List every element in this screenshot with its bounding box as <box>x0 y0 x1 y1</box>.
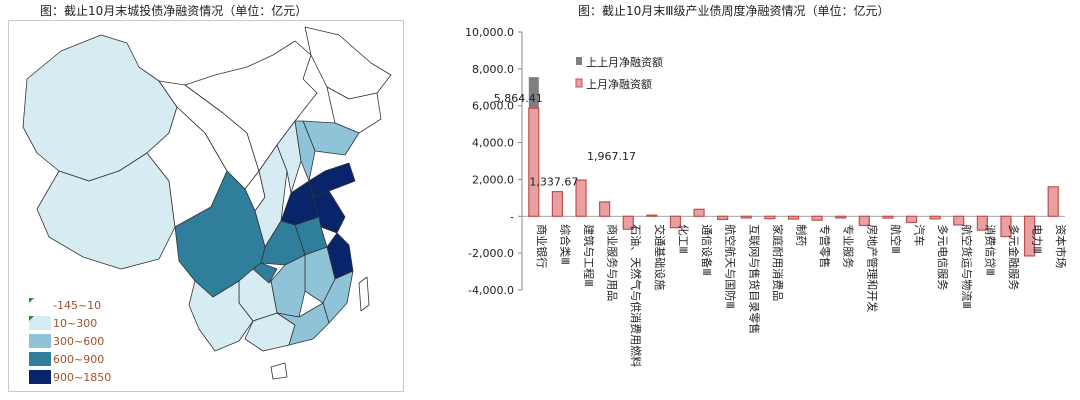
bar-series-1 <box>882 215 894 219</box>
bar-series-1 <box>764 215 776 220</box>
region-hainan <box>270 362 288 380</box>
bar-series-1 <box>575 179 587 217</box>
region-heilongjiang <box>304 26 392 100</box>
y-tick-label: 2,000.0 <box>472 173 514 186</box>
category-label: 交通基础设施 <box>653 224 667 290</box>
category-label: 专营零售 <box>818 224 832 268</box>
bar-series-1 <box>717 215 729 221</box>
category-label: 航空Ⅲ <box>889 224 903 254</box>
category-label: 房地产管理和开发 <box>865 224 879 312</box>
legend-swatch <box>29 316 51 330</box>
y-tick-label: - <box>510 210 514 223</box>
legend-swatch <box>29 334 51 348</box>
map-panel: -145~10 10~300 300~600 600~900 900~1850 <box>8 20 404 392</box>
bar-series-1 <box>646 214 658 217</box>
y-tick-label: 4,000.0 <box>472 137 514 150</box>
chart-title: 图：截止10月末Ⅲ级产业债周度净融资情况（单位：亿元） <box>578 4 890 18</box>
category-label: 通信设备Ⅲ <box>700 224 714 276</box>
bar-series-1 <box>1000 215 1012 238</box>
legend-swatch-series-0 <box>576 57 582 65</box>
legend-label: 600~900 <box>53 352 105 366</box>
category-label: 专业服务 <box>842 224 856 268</box>
bar-series-1 <box>1023 215 1036 257</box>
data-label: 5,864.41 <box>494 92 543 105</box>
category-label: 家庭耐用消费品 <box>771 224 785 301</box>
y-tick-label: 6,000.0 <box>472 100 514 113</box>
bar-series-1 <box>693 208 705 217</box>
map-title: 图：截止10月末城投债净融资情况（单位：亿元） <box>40 4 308 18</box>
bar-series-1 <box>976 215 988 231</box>
region-shanxi <box>276 120 302 194</box>
legend-item: 900~1850 <box>29 368 111 386</box>
category-label: 多元电信服务 <box>936 224 950 290</box>
category-label: 消费信贷Ⅲ <box>983 224 997 276</box>
bar-series-1 <box>811 215 823 221</box>
data-label: 1,967.17 <box>587 150 636 163</box>
legend-item: -145~10 <box>29 296 111 314</box>
bar-series-1 <box>740 215 752 219</box>
china-map <box>22 26 392 380</box>
legend-label: -145~10 <box>53 298 102 312</box>
region-shandong <box>308 162 356 198</box>
data-label: 1,337.67 <box>529 176 578 189</box>
legend-label-series-1: 上月净融资额 <box>586 77 652 91</box>
region-hebei <box>294 120 316 182</box>
category-label: 资本市场 <box>1054 224 1068 268</box>
category-label: 电力Ⅲ <box>1031 224 1044 254</box>
legend-item: 300~600 <box>29 332 111 350</box>
legend-label-series-0: 上上月净融资额 <box>586 55 663 69</box>
bar-chart: 10,000.0 8,000.0 6,000.0 4,000.0 2,000.0 - -2,… <box>465 26 1068 367</box>
bar-series-1 <box>622 215 634 230</box>
y-tick-label: 8,000.0 <box>472 63 514 76</box>
category-label: 建筑与工程Ⅲ <box>582 224 596 287</box>
category-label: 航空货运与物流Ⅲ <box>960 224 974 309</box>
category-label: 汽车 <box>913 224 927 246</box>
region-taiwan <box>358 276 370 312</box>
legend-item: 10~300 <box>29 314 111 332</box>
bar-series-1 <box>669 215 682 229</box>
region-sichuan <box>174 170 266 298</box>
bar-series-1 <box>528 107 540 217</box>
category-label: 化工Ⅲ <box>676 224 690 254</box>
map-legend: -145~10 10~300 300~600 600~900 900~1850 <box>29 296 111 386</box>
category-label: 多元金融服务 <box>1007 224 1021 290</box>
y-tick-label: -2,000.0 <box>468 247 514 260</box>
category-label: 制药 <box>795 224 808 246</box>
bar-series-1 <box>1047 186 1059 217</box>
legend-item: 600~900 <box>29 350 111 368</box>
bar-series-1 <box>953 215 965 226</box>
legend-swatch <box>29 352 51 366</box>
legend-label: 900~1850 <box>53 370 112 384</box>
bar-series-1 <box>905 215 918 223</box>
bar-series-1 <box>787 215 800 220</box>
legend-swatch-series-1 <box>575 78 583 88</box>
category-label: 互联网与售货目录零售 <box>747 224 761 334</box>
bar-series-1 <box>551 191 564 217</box>
y-tick-label: -4,000.0 <box>468 284 514 297</box>
region-inner-mongolia <box>184 40 318 172</box>
category-label: 综合类Ⅲ <box>558 224 572 265</box>
category-label: 石油、天然气与供消费用燃料 <box>629 224 643 367</box>
category-label: 商业服务与用品 <box>606 224 620 301</box>
bar-series-1 <box>858 215 870 227</box>
bar-series-1 <box>599 201 611 217</box>
category-label: 航空航天与国防Ⅲ <box>724 224 738 309</box>
region-guangdong <box>276 302 330 346</box>
legend-label: 300~600 <box>53 334 105 348</box>
category-label: 商业银行 <box>535 224 549 268</box>
y-tick-label: 10,000.0 <box>465 26 514 39</box>
bar-series-1 <box>835 215 847 219</box>
region-yunnan <box>188 280 254 352</box>
legend-label: 10~300 <box>53 316 98 330</box>
bar-series-1 <box>929 215 941 220</box>
legend-swatch <box>29 370 51 384</box>
legend-swatch <box>29 298 51 312</box>
